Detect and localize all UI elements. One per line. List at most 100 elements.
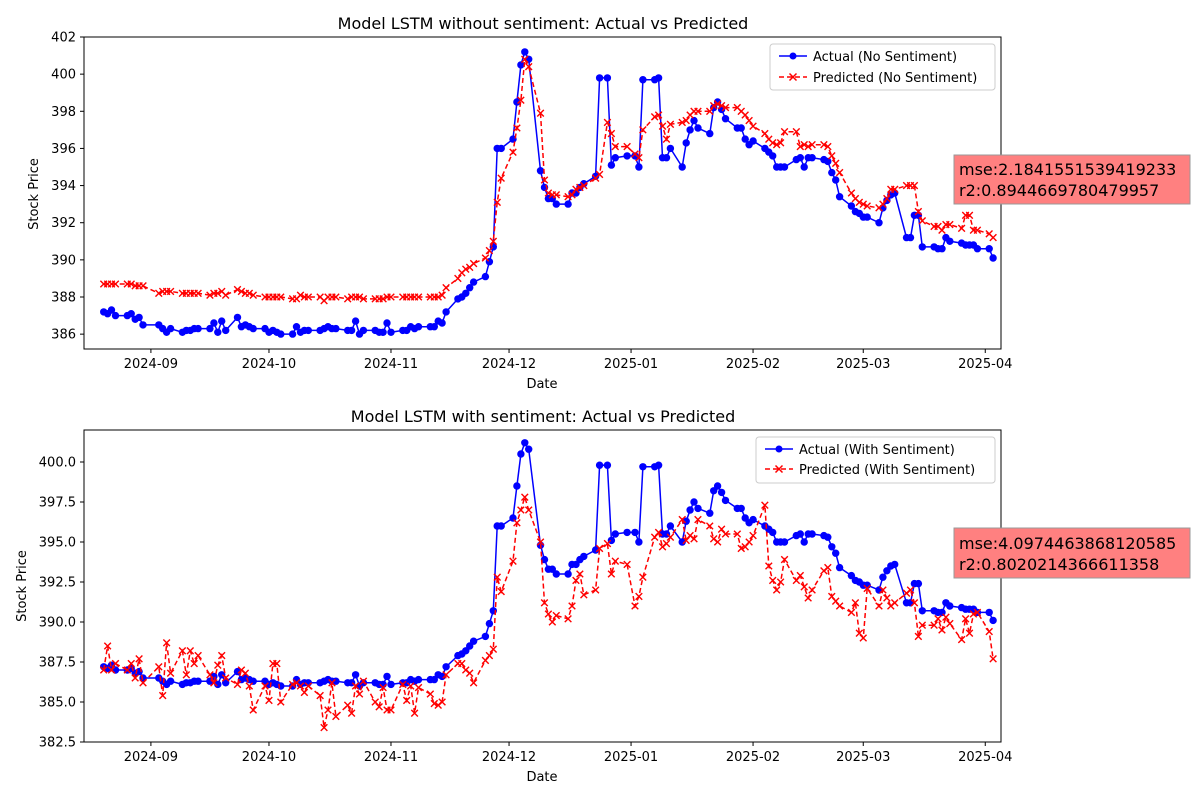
- data-point: [127, 659, 136, 668]
- data-point: [910, 181, 919, 190]
- data-point: [918, 607, 926, 615]
- data-point: [304, 682, 313, 690]
- data-point: [288, 680, 297, 689]
- data-point: [414, 323, 423, 331]
- data-point: [245, 289, 254, 298]
- plot-area: 2024-09 2024-10 2024-11 2024-12 2025-01 2025-…: [39, 429, 1012, 765]
- data-point: [521, 48, 529, 56]
- chart-title: Model LSTM without sentiment: Actual vs …: [338, 14, 749, 33]
- data-point: [654, 74, 663, 82]
- data-point: [603, 461, 612, 469]
- data-point: [178, 647, 187, 655]
- data-point: [603, 118, 612, 127]
- data-point: [682, 517, 690, 525]
- data-point: [832, 176, 840, 184]
- data-point: [969, 610, 978, 618]
- data-point: [139, 674, 147, 682]
- data-point: [761, 501, 769, 509]
- data-point: [509, 148, 517, 156]
- data-point: [332, 712, 340, 721]
- x-axis-label: Date: [526, 770, 557, 785]
- data-point: [355, 690, 364, 698]
- data-point: [639, 463, 647, 471]
- data-point: [426, 690, 435, 698]
- mse-text: mse:2.1841551539419233: [959, 160, 1176, 179]
- data-point: [265, 696, 273, 705]
- data-point: [800, 538, 808, 546]
- data-point: [461, 265, 470, 273]
- r2-text: r2:0.8944669780479957: [959, 181, 1159, 200]
- data-point: [973, 226, 982, 234]
- data-point: [863, 584, 871, 593]
- data-point: [737, 124, 745, 132]
- data-point: [769, 528, 777, 537]
- data-point: [635, 592, 643, 601]
- data-point: [666, 533, 675, 541]
- data-point: [662, 539, 671, 548]
- data-point: [772, 140, 781, 149]
- data-point: [737, 544, 746, 553]
- data-point: [985, 245, 993, 253]
- data-point: [524, 62, 533, 71]
- legend-label-actual: Actual (With Sentiment): [799, 443, 955, 458]
- data-point: [442, 308, 450, 316]
- data-point: [989, 254, 997, 262]
- data-point: [158, 691, 167, 700]
- data-point: [190, 659, 198, 668]
- x-tick-label: 2025-01: [604, 750, 658, 765]
- data-point: [631, 152, 639, 160]
- data-point: [957, 224, 966, 233]
- data-point: [564, 200, 572, 208]
- data-point: [694, 515, 702, 524]
- data-point: [595, 170, 604, 179]
- data-point: [749, 515, 757, 524]
- data-point: [678, 118, 687, 127]
- data-point: [438, 319, 446, 327]
- data-point: [465, 669, 474, 677]
- data-point: [776, 578, 785, 586]
- data-point: [938, 226, 946, 234]
- data-point: [466, 284, 474, 292]
- data-point: [580, 552, 588, 561]
- data-point: [828, 543, 836, 551]
- data-point: [875, 219, 883, 227]
- chart-title: Model LSTM with sentiment: Actual vs Pre…: [351, 407, 735, 426]
- data-point: [946, 602, 954, 610]
- y-tick-label: 390.0: [39, 616, 76, 631]
- data-point: [879, 200, 887, 208]
- data-point: [580, 591, 588, 599]
- data-point: [406, 682, 415, 690]
- data-point: [261, 682, 269, 690]
- data-point: [489, 645, 498, 653]
- data-point: [820, 140, 828, 149]
- data-point: [706, 129, 714, 138]
- data-point: [800, 583, 809, 591]
- data-point: [611, 142, 620, 151]
- data-point: [918, 243, 926, 251]
- data-point: [603, 539, 612, 548]
- data-point: [485, 651, 494, 660]
- data-point: [332, 677, 340, 685]
- data-point: [206, 671, 214, 679]
- data-point: [568, 191, 576, 199]
- data-point: [481, 272, 490, 281]
- data-point: [497, 144, 505, 153]
- data-point: [654, 111, 663, 119]
- data-point: [355, 293, 364, 301]
- series-predicted: [99, 55, 997, 305]
- data-point: [847, 608, 856, 617]
- data-point: [891, 560, 899, 569]
- data-point: [709, 101, 718, 110]
- data-point: [623, 560, 631, 569]
- data-point: [662, 154, 671, 162]
- data-point: [387, 680, 395, 689]
- data-point: [304, 293, 313, 301]
- data-point: [233, 313, 242, 322]
- data-point: [623, 528, 631, 537]
- data-point: [824, 142, 832, 151]
- data-point: [359, 295, 368, 303]
- legend: Actual (With Sentiment) Predicted (With …: [755, 436, 996, 484]
- data-point: [804, 594, 812, 602]
- data-point: [686, 506, 694, 514]
- legend-marker-actual: [789, 52, 797, 60]
